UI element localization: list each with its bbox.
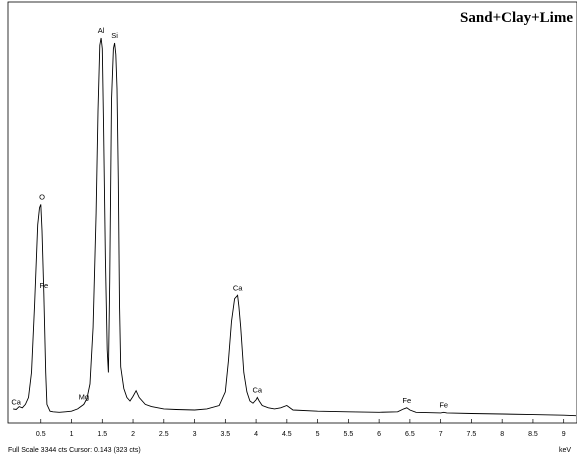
peak-label: Ca — [11, 397, 21, 406]
plot-frame — [7, 1, 577, 424]
x-tick-label: 5.5 — [344, 431, 354, 438]
peak-label: Fe — [39, 281, 48, 290]
peak-label: Al — [98, 26, 105, 35]
x-axis-ticks — [40, 419, 565, 423]
x-tick-label: 3 — [193, 431, 197, 438]
x-tick-label: 4.5 — [282, 431, 292, 438]
chart-title: Sand+Clay+Lime — [460, 10, 573, 26]
x-tick-label: 2 — [131, 431, 135, 438]
x-tick-label: 3.5 — [220, 431, 230, 438]
spectrum-line — [13, 37, 577, 417]
x-tick-label: 0.5 — [36, 431, 46, 438]
x-tick-label: 4 — [254, 431, 258, 438]
peak-label: O — [39, 192, 45, 201]
x-tick-label: 7.5 — [467, 431, 477, 438]
x-tick-label: 1 — [70, 431, 74, 438]
x-tick-label: 6.5 — [405, 431, 415, 438]
peak-label: Si — [111, 31, 118, 40]
x-tick-label: 6 — [377, 431, 381, 438]
peak-label: Fe — [439, 400, 448, 409]
x-tick-label: 1.5 — [97, 431, 107, 438]
peak-label: Mg — [79, 392, 89, 401]
peak-label: Fe — [402, 396, 411, 405]
x-tick-label: 9 — [562, 431, 566, 438]
peak-labels: O Fe Ca Mg Al Si Ca Ca Fe Fe — [11, 26, 448, 409]
x-tick-label: 8 — [500, 431, 504, 438]
x-tick-label: 5 — [316, 431, 320, 438]
x-tick-label: 7 — [439, 431, 443, 438]
x-axis-unit-label: keV — [559, 447, 571, 454]
x-axis-tick-labels: 0.5 1 1.5 2 2.5 3 3.5 4 4.5 5 5.5 6 6.5 7 7.5 8 8.5 9 — [36, 431, 566, 438]
peak-label: Ca — [233, 283, 243, 292]
x-tick-label: 2.5 — [159, 431, 169, 438]
x-tick-label: 8.5 — [528, 431, 538, 438]
status-footer: Full Scale 3344 cts Cursor: 0.143 (323 c… — [8, 447, 141, 454]
peak-label: Ca — [253, 386, 263, 395]
